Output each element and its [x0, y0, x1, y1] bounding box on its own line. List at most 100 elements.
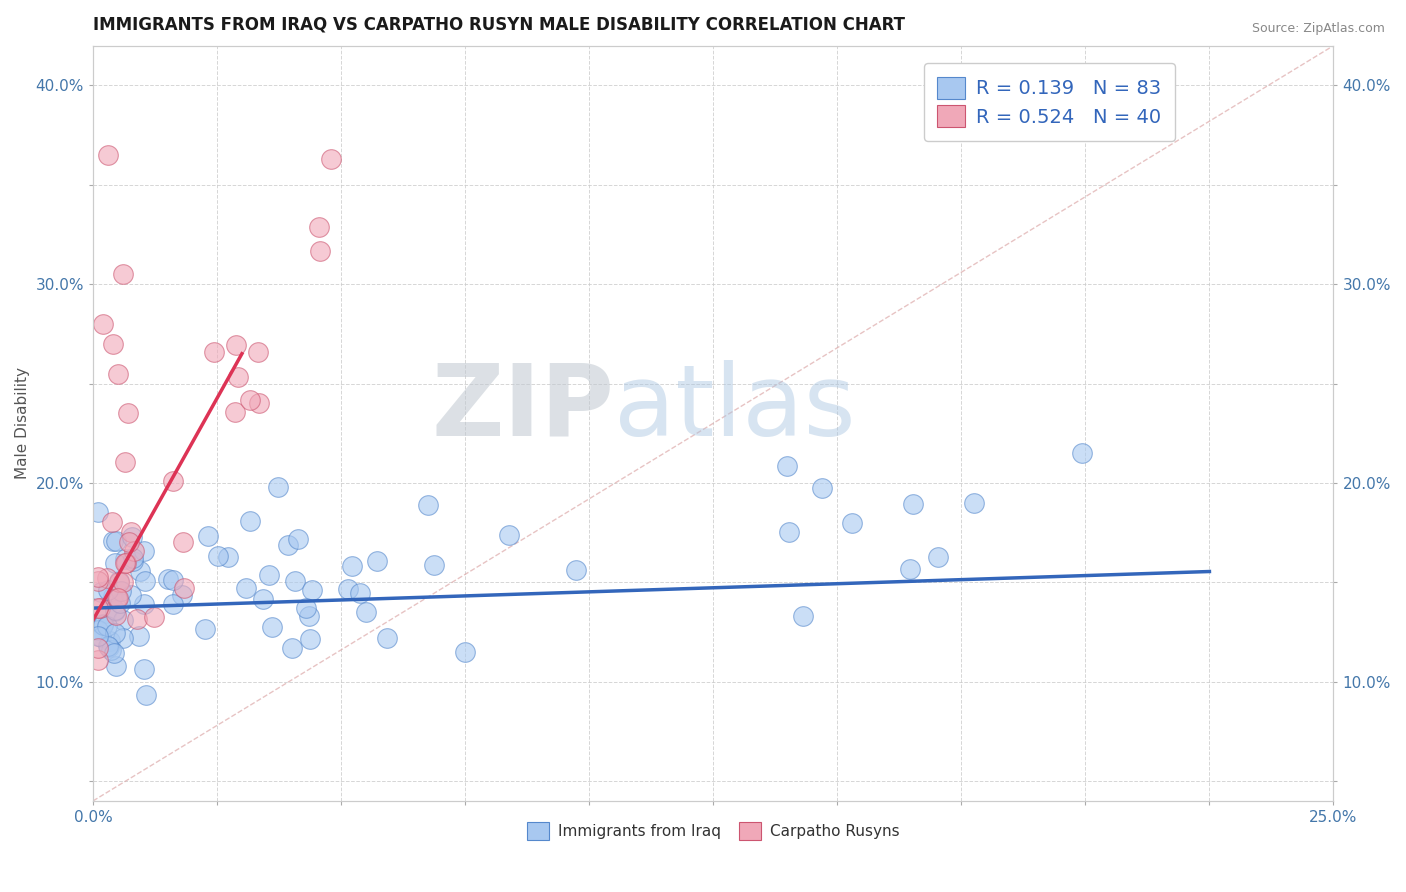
Point: [91, 317, 114, 331]
Text: ZIP: ZIP: [432, 359, 614, 457]
Point: [104, 603, 127, 617]
Point: [121, 551, 143, 566]
Point: [841, 516, 863, 531]
Point: [97, 639, 120, 653]
Point: [115, 557, 138, 571]
Point: [108, 575, 131, 590]
Point: [172, 535, 194, 549]
Point: [91, 616, 114, 631]
Point: [162, 597, 184, 611]
Point: [927, 549, 949, 564]
Point: [104, 556, 127, 570]
Point: [96, 619, 118, 633]
Point: [295, 601, 318, 615]
Point: [247, 396, 270, 410]
Point: [224, 405, 246, 419]
Point: [90, 630, 112, 644]
Point: [170, 588, 193, 602]
Point: [298, 608, 321, 623]
Point: [277, 539, 299, 553]
Point: [811, 481, 834, 495]
Point: [112, 613, 135, 627]
Point: [87, 570, 110, 584]
Point: [422, 558, 444, 572]
Point: [194, 622, 217, 636]
Point: [225, 338, 247, 352]
Point: [1071, 446, 1094, 460]
Point: [204, 345, 226, 359]
Point: [299, 632, 322, 646]
Point: [105, 608, 128, 623]
Text: IMMIGRANTS FROM IRAQ VS CARPATHO RUSYN MALE DISABILITY CORRELATION CHART: IMMIGRANTS FROM IRAQ VS CARPATHO RUSYN M…: [93, 15, 905, 33]
Point: [111, 267, 134, 281]
Point: [121, 530, 143, 544]
Point: [336, 582, 359, 597]
Point: [135, 688, 157, 702]
Point: [87, 623, 110, 637]
Point: [128, 629, 150, 643]
Point: [134, 574, 156, 588]
Point: [287, 532, 309, 546]
Point: [112, 632, 135, 646]
Point: [132, 597, 155, 611]
Point: [110, 584, 132, 599]
Point: [96, 571, 118, 585]
Point: [340, 559, 363, 574]
Point: [89, 600, 111, 615]
Point: [125, 612, 148, 626]
Point: [97, 148, 120, 162]
Point: [122, 554, 145, 568]
Point: [778, 525, 800, 540]
Point: [101, 534, 124, 549]
Point: [454, 645, 477, 659]
Text: atlas: atlas: [614, 359, 856, 457]
Point: [173, 582, 195, 596]
Point: [129, 564, 152, 578]
Point: [96, 606, 118, 620]
Point: [104, 604, 127, 618]
Point: [97, 640, 120, 655]
Point: [90, 585, 112, 599]
Point: [107, 367, 129, 381]
Point: [108, 574, 131, 589]
Point: [207, 549, 229, 563]
Point: [87, 628, 110, 642]
Point: [901, 497, 924, 511]
Point: [565, 563, 588, 577]
Point: [157, 573, 180, 587]
Point: [498, 528, 520, 542]
Point: [114, 551, 136, 566]
Point: [217, 549, 239, 564]
Point: [162, 573, 184, 587]
Point: [197, 529, 219, 543]
Point: [93, 618, 115, 632]
Point: [321, 153, 343, 167]
Point: [142, 610, 165, 624]
Point: [259, 567, 281, 582]
Point: [898, 562, 921, 576]
Legend: Immigrants from Iraq, Carpatho Rusyns: Immigrants from Iraq, Carpatho Rusyns: [522, 816, 905, 847]
Point: [114, 556, 136, 570]
Point: [267, 480, 290, 494]
Point: [252, 592, 274, 607]
Point: [108, 596, 131, 610]
Point: [281, 641, 304, 656]
Point: [100, 643, 122, 657]
Point: [103, 646, 125, 660]
Point: [87, 640, 110, 655]
Y-axis label: Male Disability: Male Disability: [15, 368, 30, 479]
Point: [101, 515, 124, 529]
Point: [418, 498, 440, 512]
Point: [87, 505, 110, 519]
Point: [235, 581, 257, 595]
Point: [162, 474, 184, 488]
Point: [120, 588, 142, 602]
Point: [308, 219, 330, 234]
Point: [962, 496, 984, 510]
Point: [120, 524, 142, 539]
Point: [226, 369, 249, 384]
Point: [775, 458, 797, 473]
Point: [114, 454, 136, 468]
Point: [792, 608, 814, 623]
Point: [104, 626, 127, 640]
